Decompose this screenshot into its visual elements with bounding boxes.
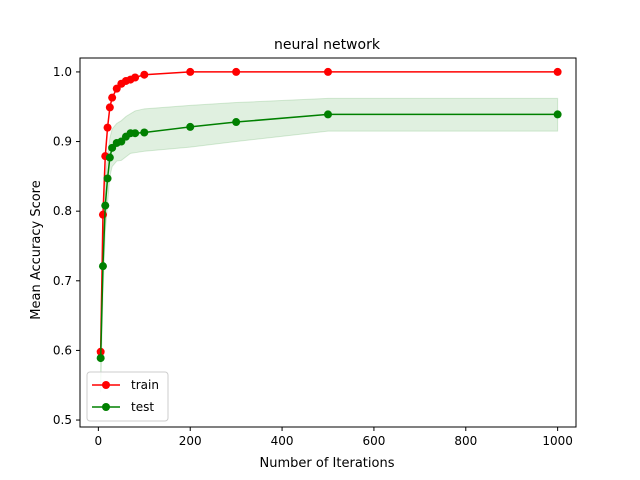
point-test bbox=[131, 129, 140, 138]
y-tick-label: 0.5 bbox=[53, 413, 72, 427]
point-train bbox=[140, 70, 149, 79]
series-line-test bbox=[99, 113, 558, 359]
x-tick-label: 1000 bbox=[542, 434, 573, 448]
point-test bbox=[98, 262, 107, 271]
legend-marker-test bbox=[102, 403, 110, 411]
point-train bbox=[108, 93, 117, 102]
x-tick-label: 600 bbox=[362, 434, 385, 448]
point-test bbox=[140, 128, 149, 137]
y-tick-label: 1.0 bbox=[53, 65, 72, 79]
axes-frame bbox=[79, 57, 577, 428]
point-test bbox=[232, 118, 241, 127]
point-train bbox=[186, 67, 195, 76]
legend-label-test: test bbox=[131, 400, 154, 414]
point-train bbox=[103, 123, 112, 132]
point-test bbox=[96, 354, 105, 363]
point-train bbox=[232, 67, 241, 76]
point-test bbox=[324, 110, 332, 119]
band-test bbox=[100, 97, 559, 393]
y-tick-label: 0.7 bbox=[53, 274, 72, 288]
point-test bbox=[101, 201, 110, 210]
point-train bbox=[131, 73, 140, 82]
legend: train test bbox=[86, 371, 169, 422]
y-tick-label: 0.8 bbox=[53, 204, 72, 218]
x-tick-label: 400 bbox=[271, 434, 294, 448]
legend-label-train: train bbox=[131, 378, 159, 392]
point-train bbox=[105, 103, 114, 112]
point-test bbox=[553, 110, 562, 119]
plot-area: 0 200 400 600 800 1000 0.5 0.6 0.7 0.8 0.9 1.0 bbox=[53, 57, 577, 448]
point-test bbox=[103, 174, 112, 183]
point-test bbox=[105, 153, 114, 162]
x-tick-label: 0 bbox=[95, 434, 103, 448]
x-axis-label: Number of Iterations bbox=[260, 456, 395, 471]
chart-title: neural network bbox=[274, 37, 381, 53]
point-test bbox=[186, 122, 195, 131]
x-tick-label: 800 bbox=[454, 434, 477, 448]
y-axis-label: Mean Accuracy Score bbox=[29, 180, 44, 319]
point-train bbox=[553, 67, 562, 76]
x-tick-label: 200 bbox=[179, 434, 202, 448]
legend-marker-train bbox=[102, 381, 110, 389]
y-tick-label: 0.6 bbox=[53, 343, 72, 357]
y-tick-label: 0.9 bbox=[53, 135, 72, 149]
point-train bbox=[324, 67, 332, 76]
